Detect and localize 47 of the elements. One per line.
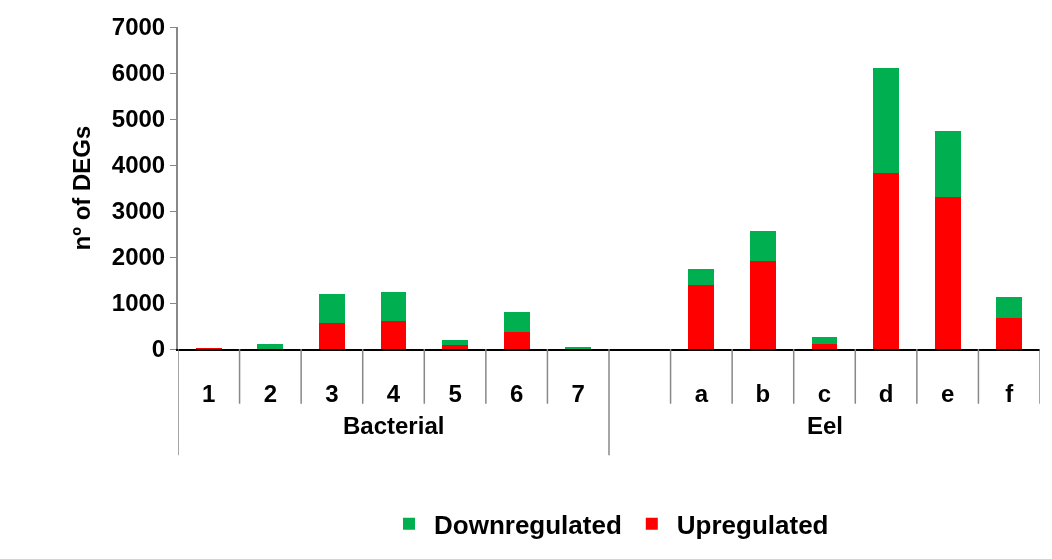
bar xyxy=(750,260,776,349)
bar xyxy=(811,337,838,345)
y-tick-label: 7000 xyxy=(111,13,166,41)
bar xyxy=(934,131,961,197)
x-tick-label: 3 xyxy=(325,379,339,407)
bar xyxy=(257,343,284,349)
y-tick-label: 4000 xyxy=(111,151,166,179)
bar xyxy=(934,196,961,349)
bar xyxy=(996,297,1023,319)
bar xyxy=(811,344,838,349)
y-tick-label: 0 xyxy=(151,335,166,363)
y-tick-label: 2000 xyxy=(111,243,166,271)
x-tick-label: 7 xyxy=(571,379,585,407)
x-tick-label: c xyxy=(817,379,832,407)
y-tick-label: 3000 xyxy=(111,197,166,225)
bar xyxy=(319,293,345,324)
bar xyxy=(442,340,468,346)
y-tick-label: 1000 xyxy=(111,289,166,317)
x-tick-label: a xyxy=(694,379,709,407)
x-tick-label: 2 xyxy=(263,379,278,407)
bar xyxy=(442,345,468,349)
bar xyxy=(503,332,530,349)
text: Bacterial xyxy=(343,412,445,439)
x-tick-label: 5 xyxy=(448,379,462,407)
bar xyxy=(319,323,345,349)
x-tick-label: 1 xyxy=(202,379,216,407)
y-tick-label: 6000 xyxy=(111,59,166,87)
legend-label: Downregulated xyxy=(434,509,622,540)
legend-label: Upregulated xyxy=(676,509,829,540)
y-tick-label: 5000 xyxy=(111,105,166,133)
bar xyxy=(688,284,715,349)
bar xyxy=(688,269,715,285)
bar xyxy=(873,172,899,349)
text: Eel xyxy=(807,412,844,439)
bar xyxy=(996,318,1023,349)
x-tick-label: d xyxy=(878,379,894,407)
bar xyxy=(750,231,776,261)
bar xyxy=(503,311,530,333)
bar xyxy=(380,321,407,349)
y-axis-title: nº of DEGs xyxy=(68,125,96,251)
bar xyxy=(380,291,407,322)
x-tick-label: 6 xyxy=(509,379,524,407)
bar xyxy=(873,67,899,173)
x-tick-label: e xyxy=(940,379,955,407)
x-tick-label: f xyxy=(1005,379,1015,407)
x-tick-label: b xyxy=(755,379,771,407)
x-tick-label: 4 xyxy=(386,379,401,407)
